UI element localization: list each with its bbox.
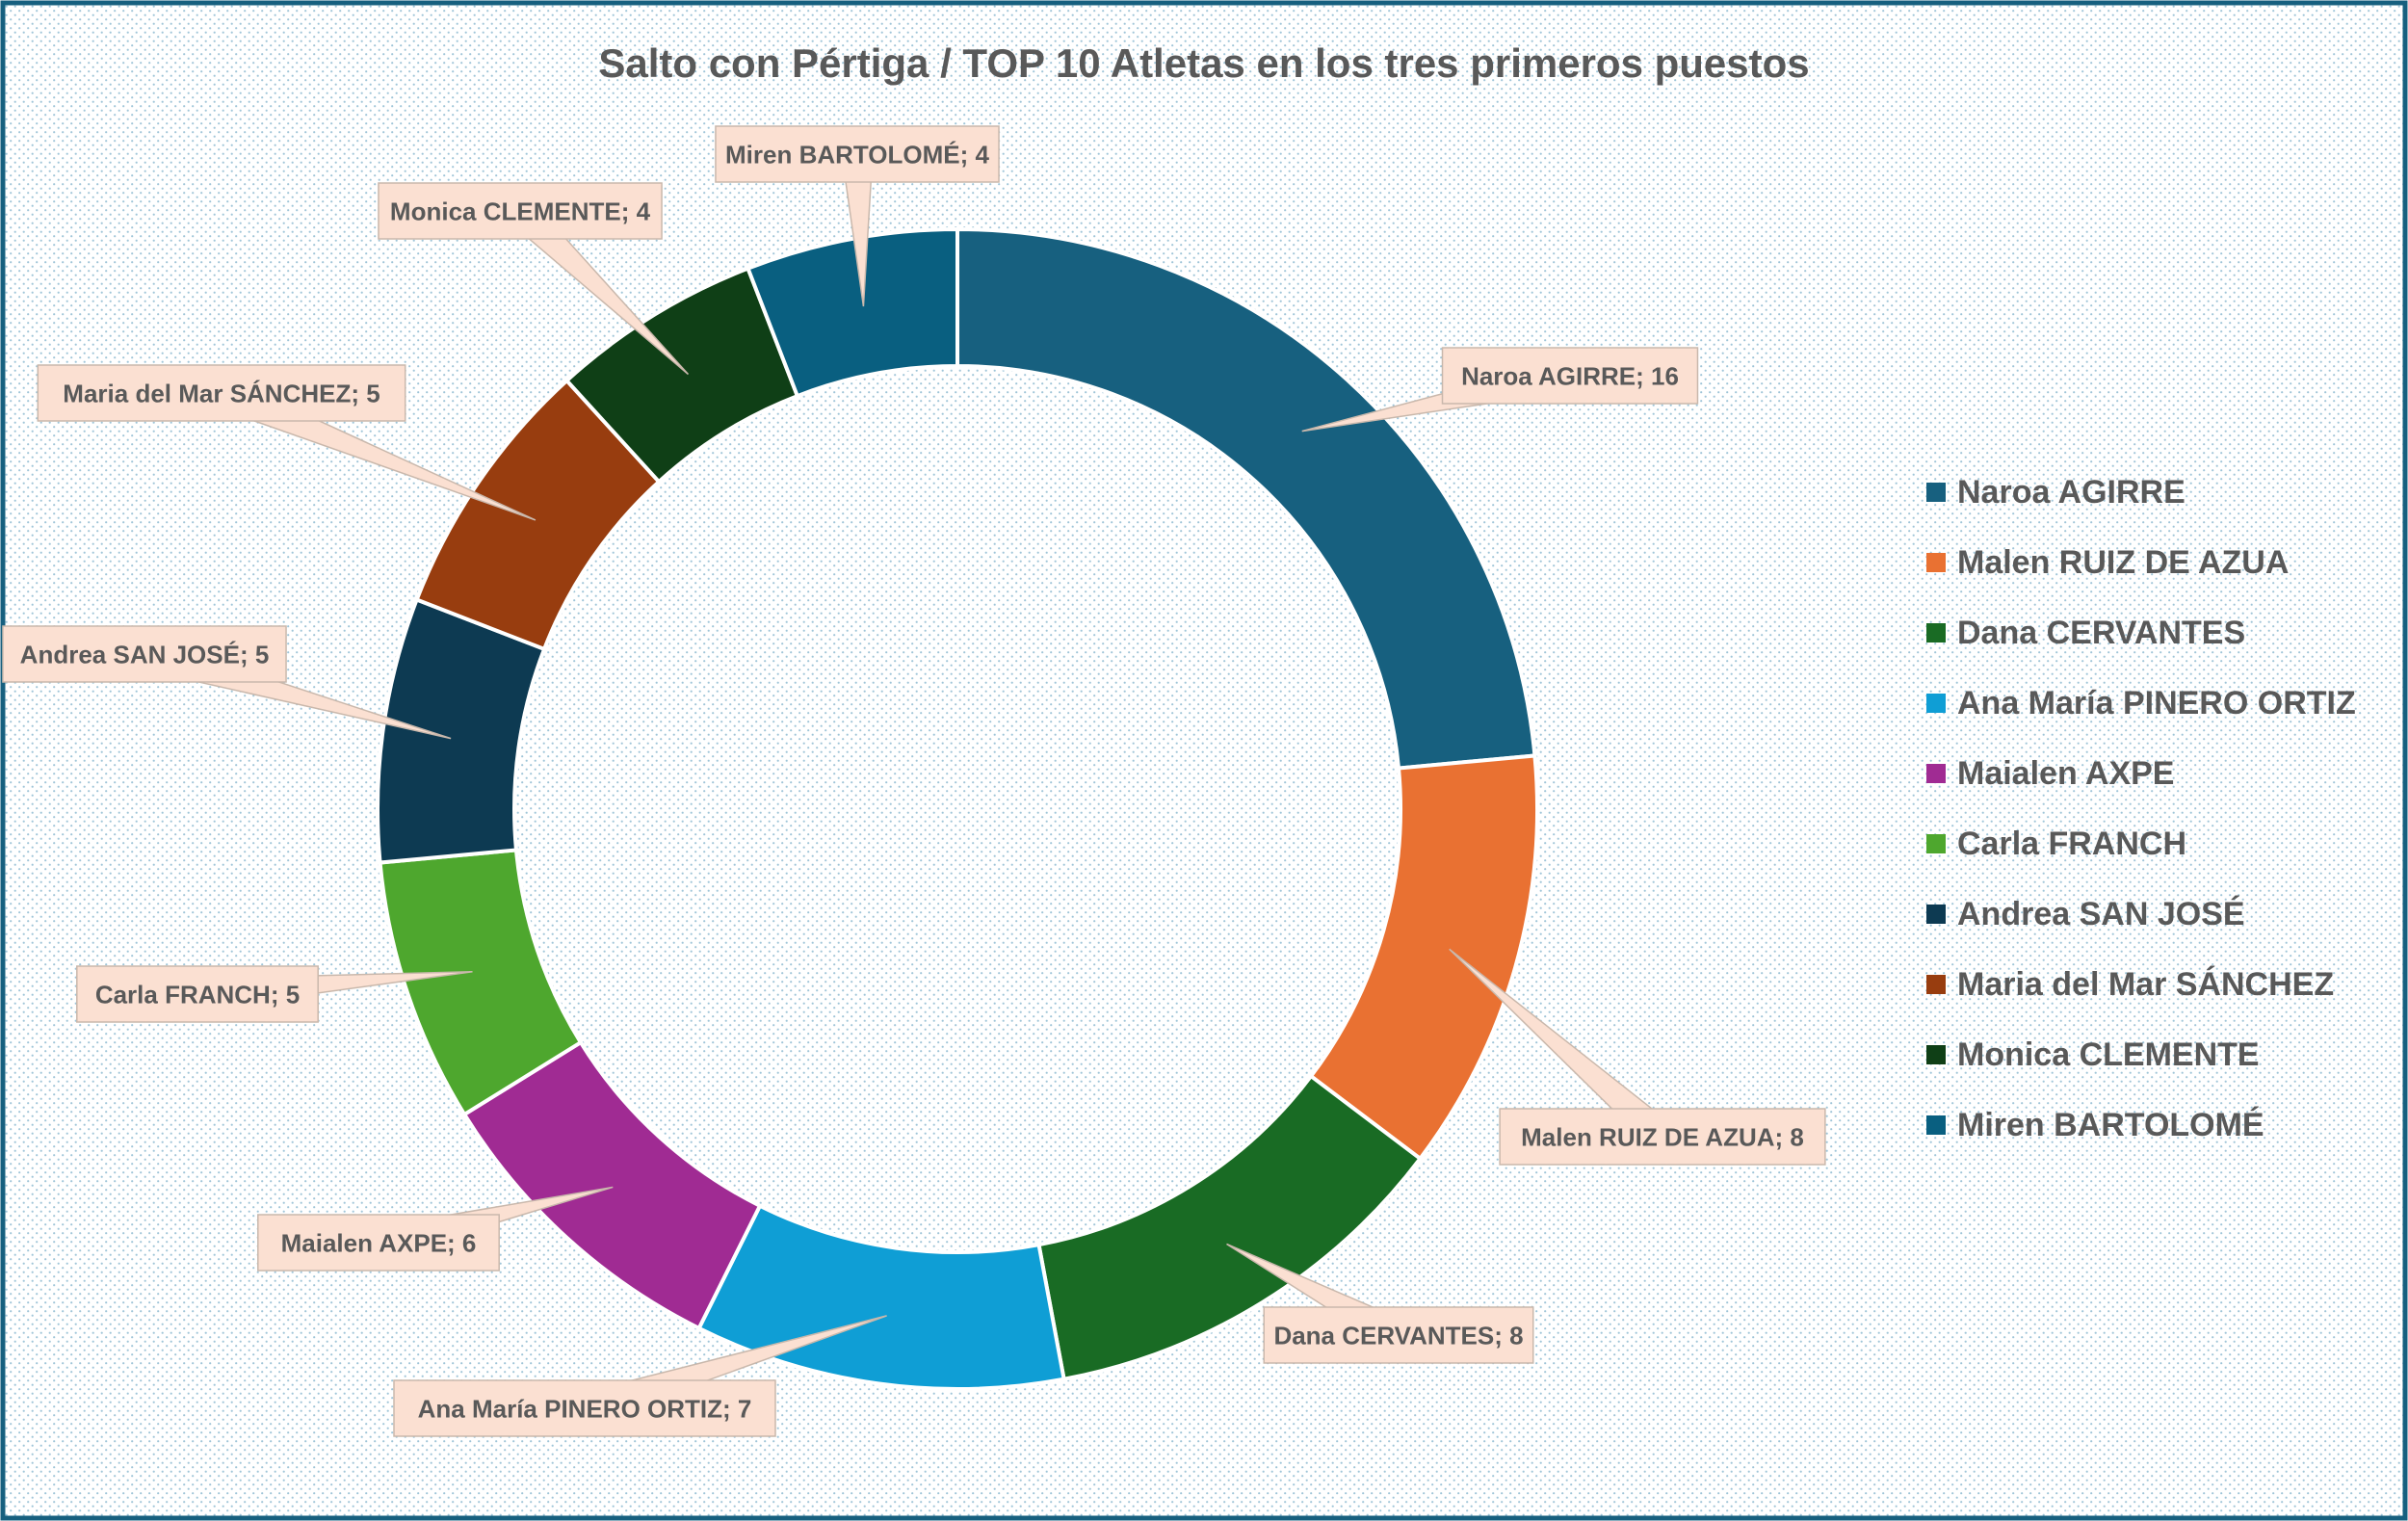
legend-swatch <box>1926 694 1946 713</box>
data-label-text: Malen RUIZ DE AZUA; 8 <box>1521 1122 1804 1151</box>
legend-item-maialen-axpe: Maialen AXPE <box>1926 755 2174 792</box>
legend-label: Malen RUIZ DE AZUA <box>1957 544 2289 581</box>
legend-item-ana-maria-pinero-ortiz: Ana María PINERO ORTIZ <box>1926 685 2356 721</box>
data-label-text: Monica CLEMENTE; 4 <box>390 197 651 225</box>
data-label-box <box>2 625 287 683</box>
legend-item-monica-clemente: Monica CLEMENTE <box>1926 1036 2260 1073</box>
data-label-box <box>37 364 406 422</box>
data-label-maria-del-mar-sanchez: Maria del Mar SÁNCHEZ; 5 <box>37 364 406 422</box>
legend-label: Naroa AGIRRE <box>1957 474 2186 511</box>
chart-title: Salto con Pértiga / TOP 10 Atletas en lo… <box>598 40 1809 86</box>
legend-label: Ana María PINERO ORTIZ <box>1957 685 2356 721</box>
data-label-box <box>393 1379 776 1437</box>
data-label-dana-cervantes: Dana CERVANTES; 8 <box>1263 1306 1534 1364</box>
legend-item-carla-franch: Carla FRANCH <box>1926 826 2186 862</box>
legend-swatch <box>1926 1045 1946 1064</box>
legend-item-andrea-san-jose: Andrea SAN JOSÉ <box>1926 896 2245 932</box>
data-label-text: Maialen AXPE; 6 <box>281 1228 477 1257</box>
data-label-box <box>1499 1108 1826 1166</box>
data-label-box <box>378 182 663 240</box>
slice-miren-bartolome <box>745 226 959 399</box>
legend-label: Carla FRANCH <box>1957 826 2186 862</box>
data-label-text: Andrea SAN JOSÉ; 5 <box>20 640 270 669</box>
legend-label: Maialen AXPE <box>1957 755 2174 792</box>
data-label-text: Dana CERVANTES; 8 <box>1273 1321 1523 1350</box>
legend-item-miren-bartolome: Miren BARTOLOMÉ <box>1926 1107 2264 1143</box>
legend-label: Miren BARTOLOMÉ <box>1957 1107 2264 1143</box>
legend-swatch <box>1926 623 1946 642</box>
legend-item-maria-del-mar-sanchez: Maria del Mar SÁNCHEZ <box>1926 966 2334 1003</box>
data-label-box <box>1441 347 1699 405</box>
legend-item-dana-cervantes: Dana CERVANTES <box>1926 615 2245 651</box>
data-label-carla-franch: Carla FRANCH; 5 <box>76 965 319 1023</box>
legend-swatch <box>1926 834 1946 853</box>
data-label-box <box>715 125 1000 183</box>
legend-swatch <box>1926 764 1946 783</box>
data-label-box <box>76 965 319 1023</box>
legend-item-naroa-agirre: Naroa AGIRRE <box>1926 474 2186 511</box>
data-label-text: Miren BARTOLOMÉ; 4 <box>725 140 990 169</box>
data-label-box <box>257 1214 500 1272</box>
slice-naroa-agirre <box>955 226 1537 771</box>
data-label-text: Naroa AGIRRE; 16 <box>1461 361 1679 390</box>
legend-label: Andrea SAN JOSÉ <box>1957 896 2245 932</box>
data-label-text: Maria del Mar SÁNCHEZ; 5 <box>63 379 380 407</box>
legend: Naroa AGIRRE Malen RUIZ DE AZUA Dana CERVA… <box>1926 474 2356 1143</box>
data-label-monica-clemente: Monica CLEMENTE; 4 <box>378 182 663 240</box>
data-label-text: Ana María PINERO ORTIZ; 7 <box>418 1394 752 1423</box>
data-label-box <box>1263 1306 1534 1364</box>
legend-swatch <box>1926 1115 1946 1135</box>
legend-label: Monica CLEMENTE <box>1957 1036 2260 1073</box>
data-label-miren-bartolome: Miren BARTOLOMÉ; 4 <box>715 125 1000 183</box>
data-label-ana-maria-pinero-ortiz: Ana María PINERO ORTIZ; 7 <box>393 1379 776 1437</box>
legend-item-malen-ruiz-de-azua: Malen RUIZ DE AZUA <box>1926 544 2289 581</box>
data-label-maialen-axpe: Maialen AXPE; 6 <box>257 1214 500 1272</box>
legend-swatch <box>1926 905 1946 924</box>
legend-swatch <box>1926 975 1946 994</box>
legend-label: Maria del Mar SÁNCHEZ <box>1957 966 2334 1003</box>
data-label-andrea-san-jose: Andrea SAN JOSÉ; 5 <box>2 625 287 683</box>
legend-label: Dana CERVANTES <box>1957 615 2245 651</box>
legend-swatch <box>1926 553 1946 572</box>
data-labels: Naroa AGIRRE; 16 Malen RUIZ DE AZUA; 8 Dan… <box>2 125 1826 1437</box>
legend-swatch <box>1926 483 1946 502</box>
data-label-naroa-agirre: Naroa AGIRRE; 16 <box>1441 347 1699 405</box>
data-label-text: Carla FRANCH; 5 <box>95 980 300 1009</box>
data-label-malen-ruiz-de-azua: Malen RUIZ DE AZUA; 8 <box>1499 1108 1826 1166</box>
